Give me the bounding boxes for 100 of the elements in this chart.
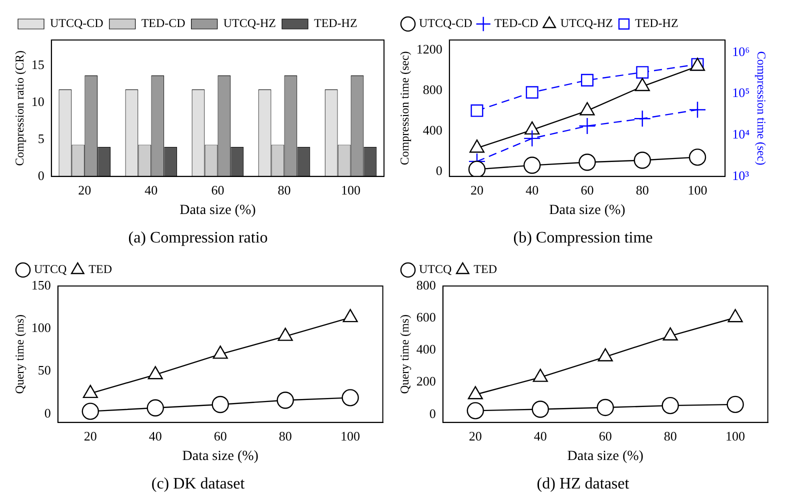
x-tick-label: 80 (278, 428, 292, 444)
legend-label: TED (474, 262, 498, 276)
x-tick-label: 80 (636, 182, 649, 198)
point (470, 104, 484, 117)
point (634, 110, 651, 128)
point (532, 368, 548, 382)
y-tick-label: 400 (422, 122, 442, 138)
y-axis-title: Query time (ms) (12, 314, 26, 394)
x-tick-label: 60 (214, 428, 227, 444)
x-tick-label: 100 (726, 428, 746, 444)
x-tick-label: 20 (84, 428, 97, 444)
x-tick-label: 80 (278, 182, 291, 198)
y-axis-title: Compression time (sec) (397, 51, 412, 166)
point (342, 308, 358, 322)
y-tick-label: 200 (416, 374, 436, 389)
y2-tick-label: 10⁴ (732, 126, 750, 142)
legend-label: UTCQ-HZ (223, 16, 276, 30)
y-axis-title: Query time (ms) (397, 314, 412, 394)
point (578, 117, 596, 135)
point (580, 102, 595, 116)
y-tick-label: 400 (416, 342, 436, 357)
point (524, 121, 540, 135)
y-tick-label: 10 (31, 94, 44, 110)
x-axis-title: Data size (%) (567, 449, 644, 464)
y-tick-label: 100 (31, 320, 51, 336)
y-tick-label: 600 (416, 310, 436, 325)
text: (c) DK dataset (151, 476, 246, 493)
point (212, 346, 228, 359)
point (468, 386, 483, 400)
x-tick-label: 60 (598, 428, 612, 444)
point (578, 154, 596, 171)
x-axis-title: Data size (%) (549, 203, 626, 218)
y-tick-label: 0 (436, 162, 442, 178)
y2-tick-label: 10⁵ (732, 85, 750, 100)
point (726, 396, 744, 414)
y2-axis-title: Compression time (sec) (754, 51, 769, 166)
point (469, 140, 484, 153)
legend-label: UTCQ-HZ (560, 16, 613, 30)
x-tick-label: 100 (340, 428, 360, 444)
point (276, 392, 294, 409)
point (662, 327, 678, 341)
y-tick-label: 800 (416, 277, 436, 292)
text: (d) HZ dataset (536, 476, 630, 493)
y-tick-label: 1200 (416, 42, 442, 57)
point (82, 384, 98, 398)
point (524, 156, 541, 174)
legend-label: TED-HZ (314, 16, 358, 30)
y-tick-label: 0 (44, 405, 51, 420)
legend-label: UTCQ (419, 262, 452, 276)
y2-tick-label: 10⁶ (732, 44, 750, 59)
text: (a) Compression ratio (128, 230, 268, 247)
point (212, 396, 229, 414)
point (148, 366, 163, 380)
x-tick-label: 40 (534, 428, 547, 444)
y-tick-label: 0 (38, 168, 44, 183)
x-tick-label: 80 (664, 428, 677, 444)
x-tick-label: 20 (468, 428, 482, 444)
point (598, 348, 613, 362)
point (278, 328, 293, 341)
point (82, 402, 99, 420)
point (634, 78, 650, 92)
y2-tick-label: 10³ (732, 168, 750, 183)
y-tick-label: 0 (429, 406, 436, 421)
x-axis-title: Data size (%) (180, 203, 256, 218)
y-tick-label: 50 (38, 362, 51, 378)
point (524, 130, 541, 148)
x-axis-title: Data size (%) (182, 449, 259, 464)
text: (b) Compression time (513, 230, 653, 247)
legend-label: UTCQ (34, 262, 67, 276)
x-tick-label: 40 (526, 182, 539, 198)
point (342, 389, 359, 406)
x-tick-label: 60 (211, 182, 224, 198)
point (146, 399, 164, 417)
legend-label: TED-HZ (634, 16, 678, 30)
legend-label: UTCQ-CD (50, 16, 104, 30)
legend-label: TED (88, 262, 112, 276)
point (580, 74, 594, 86)
point (526, 86, 538, 99)
y-axis-title: Compression ratio (CR) (12, 50, 26, 166)
point (532, 400, 549, 418)
point (688, 148, 706, 166)
legend-label: TED-CD (141, 16, 186, 30)
x-tick-label: 60 (580, 182, 594, 198)
x-tick-label: 40 (144, 182, 158, 198)
point (468, 160, 486, 176)
y-tick-label: 150 (31, 277, 51, 292)
y-tick-label: 15 (31, 57, 44, 72)
legend-label: TED-CD (494, 16, 539, 30)
y-tick-label: 800 (422, 82, 442, 97)
point (728, 309, 743, 322)
point (688, 101, 706, 118)
y-tick-label: 5 (38, 130, 44, 146)
x-tick-label: 20 (78, 182, 92, 198)
x-tick-label: 40 (148, 428, 162, 444)
legend-label: UTCQ-CD (419, 16, 473, 30)
x-tick-label: 20 (470, 182, 484, 198)
x-tick-label: 100 (340, 182, 360, 198)
x-tick-label: 100 (688, 182, 708, 198)
point (634, 152, 651, 169)
point (636, 66, 649, 79)
